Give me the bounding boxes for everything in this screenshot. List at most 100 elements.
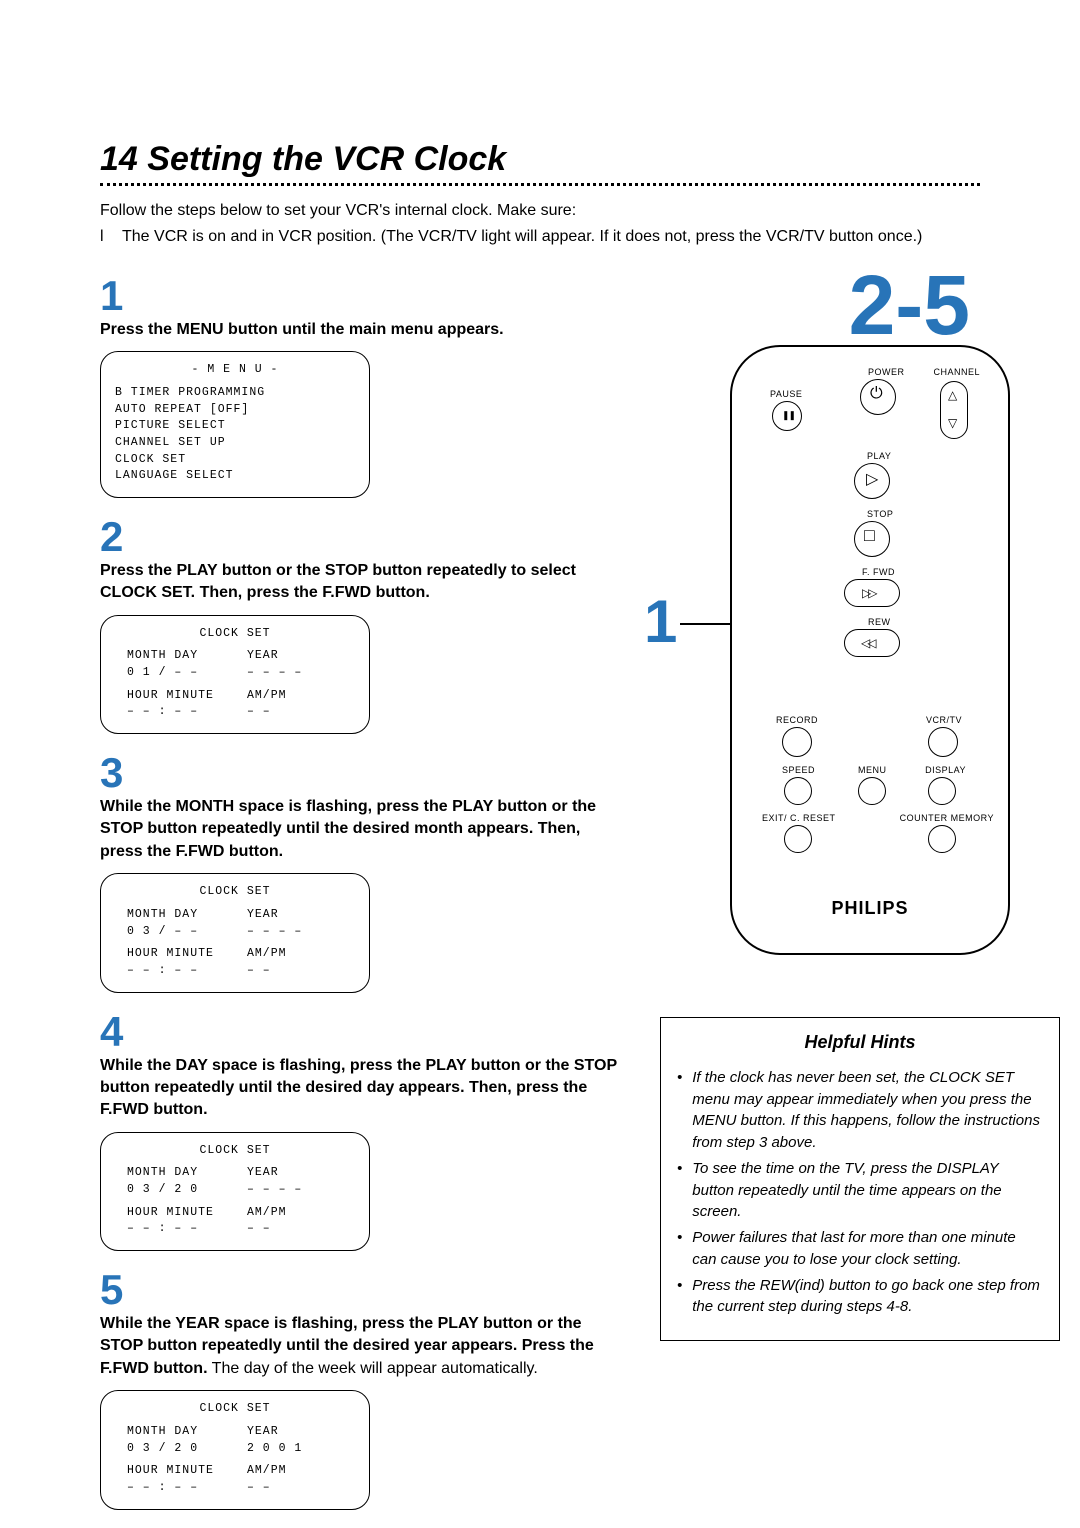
osd-val: 0 1 / – – <box>127 665 247 682</box>
osd-hdr: HOUR MINUTE <box>127 1205 247 1222</box>
osd-hdr: MONTH DAY <box>127 1424 247 1441</box>
record-label: RECORD <box>776 715 818 725</box>
counter-button[interactable] <box>928 825 956 853</box>
record-button[interactable] <box>782 727 812 757</box>
bullet-mark: l <box>100 226 112 248</box>
osd-hdr: YEAR <box>247 907 279 924</box>
vcrtv-label: VCR/TV <box>926 715 962 725</box>
play-button[interactable] <box>854 463 890 499</box>
hint-item: If the clock has never been set, the CLO… <box>677 1067 1043 1154</box>
stop-button[interactable] <box>854 521 890 557</box>
exit-button[interactable] <box>784 825 812 853</box>
speed-button[interactable] <box>784 777 812 805</box>
ffwd-label: F. FWD <box>862 567 895 577</box>
step-range-callout: 2-5 <box>849 257 970 354</box>
osd-val: – – : – – <box>127 704 247 721</box>
step-number-5: 5 <box>100 1269 620 1311</box>
hint-item: Power failures that last for more than o… <box>677 1227 1043 1271</box>
hint-text: Power failures that last for more than o… <box>692 1227 1043 1271</box>
exit-label: EXIT/ C. RESET <box>762 813 836 823</box>
osd-clock-4: CLOCK SET MONTH DAYYEAR 0 3 / 2 0– – – –… <box>100 1132 370 1251</box>
osd-menu-line: CHANNEL SET UP <box>115 435 355 452</box>
step-number-4: 4 <box>100 1011 620 1053</box>
osd-clock-3: CLOCK SET MONTH DAYYEAR 0 3 / – –– – – –… <box>100 873 370 992</box>
pause-label: PAUSE <box>770 389 802 399</box>
rew-button[interactable] <box>844 629 900 657</box>
vcrtv-button[interactable] <box>928 727 958 757</box>
osd-menu-line: B TIMER PROGRAMMING <box>115 385 355 402</box>
osd-menu-line: AUTO REPEAT [OFF] <box>115 402 355 419</box>
osd-hdr: AM/PM <box>247 946 287 963</box>
play-label: PLAY <box>867 451 891 461</box>
power-button[interactable] <box>860 379 896 415</box>
pause-button[interactable] <box>772 401 802 431</box>
osd-hdr: MONTH DAY <box>127 907 247 924</box>
osd-val: – – <box>247 963 271 980</box>
osd-val: – – : – – <box>127 1480 247 1497</box>
osd-val: – – <box>247 1480 271 1497</box>
osd-clock-5: CLOCK SET MONTH DAYYEAR 0 3 / 2 02 0 0 1… <box>100 1390 370 1509</box>
speed-label: SPEED <box>782 765 815 775</box>
osd-val: – – – – <box>247 1182 302 1199</box>
osd-hdr: MONTH DAY <box>127 1165 247 1182</box>
osd-hdr: AM/PM <box>247 1205 287 1222</box>
title-rule <box>100 183 980 186</box>
osd-hdr: AM/PM <box>247 688 287 705</box>
osd-val: – – <box>247 1221 271 1238</box>
osd-hdr: MONTH DAY <box>127 648 247 665</box>
osd-title: CLOCK SET <box>115 1401 355 1418</box>
precondition-text: The VCR is on and in VCR position. (The … <box>122 226 922 248</box>
osd-title: CLOCK SET <box>115 626 355 643</box>
channel-rocker[interactable] <box>940 381 968 439</box>
osd-hdr: YEAR <box>247 1424 279 1441</box>
osd-val: 0 3 / – – <box>127 924 247 941</box>
osd-hdr: HOUR MINUTE <box>127 1463 247 1480</box>
osd-title: CLOCK SET <box>115 884 355 901</box>
menu-button[interactable] <box>858 777 886 805</box>
osd-hdr: AM/PM <box>247 1463 287 1480</box>
power-label: POWER <box>868 367 905 377</box>
remote-brand: PHILIPS <box>732 898 1008 919</box>
menu-label: MENU <box>858 765 887 775</box>
step-1-callout: 1 <box>644 587 677 656</box>
precondition: l The VCR is on and in VCR position. (Th… <box>100 226 980 248</box>
step-4-head: While the DAY space is flashing, press t… <box>100 1055 620 1122</box>
osd-hdr: HOUR MINUTE <box>127 688 247 705</box>
hint-text: To see the time on the TV, press the DIS… <box>692 1158 1043 1223</box>
step-1-head: Press the MENU button until the main men… <box>100 319 620 341</box>
osd-title: CLOCK SET <box>115 1143 355 1160</box>
channel-down-icon <box>941 414 969 434</box>
display-label: DISPLAY <box>925 765 966 775</box>
hint-item: Press the REW(ind) button to go back one… <box>677 1275 1043 1319</box>
rew-label: REW <box>868 617 891 627</box>
osd-menu-title: - M E N U - <box>115 362 355 379</box>
hint-text: Press the REW(ind) button to go back one… <box>692 1275 1043 1319</box>
osd-hdr: YEAR <box>247 1165 279 1182</box>
helpful-hints-box: Helpful Hints If the clock has never bee… <box>660 1017 1060 1341</box>
hint-text: If the clock has never been set, the CLO… <box>692 1067 1043 1154</box>
osd-menu-line: LANGUAGE SELECT <box>115 468 355 485</box>
step-3-head: While the MONTH space is flashing, press… <box>100 796 620 863</box>
osd-val: 0 3 / 2 0 <box>127 1182 247 1199</box>
step-number-1: 1 <box>100 275 620 317</box>
osd-hdr: YEAR <box>247 648 279 665</box>
counter-label: COUNTER MEMORY <box>900 813 994 823</box>
osd-val: – – <box>247 704 271 721</box>
hints-title: Helpful Hints <box>677 1032 1043 1053</box>
osd-val: – – : – – <box>127 1221 247 1238</box>
ffwd-button[interactable] <box>844 579 900 607</box>
step-5-plain: The day of the week will appear automati… <box>208 1360 538 1377</box>
steps-column: 1 Press the MENU button until the main m… <box>100 257 620 1510</box>
hint-item: To see the time on the TV, press the DIS… <box>677 1158 1043 1223</box>
stop-label: STOP <box>867 509 893 519</box>
step-number-3: 3 <box>100 752 620 794</box>
intro-text: Follow the steps below to set your VCR's… <box>100 200 980 222</box>
osd-menu: - M E N U - B TIMER PROGRAMMING AUTO REP… <box>100 351 370 498</box>
osd-clock-2: CLOCK SET MONTH DAYYEAR 0 1 / – – – – – –… <box>100 615 370 734</box>
display-button[interactable] <box>928 777 956 805</box>
channel-label: CHANNEL <box>933 367 980 377</box>
page-title: 14 Setting the VCR Clock <box>100 140 980 179</box>
osd-val: 2 0 0 1 <box>247 1441 302 1458</box>
right-column: 2-5 1 POWER CHANNEL PAUSE PLAY STOP F. F… <box>650 257 980 1510</box>
channel-up-icon <box>941 386 969 406</box>
